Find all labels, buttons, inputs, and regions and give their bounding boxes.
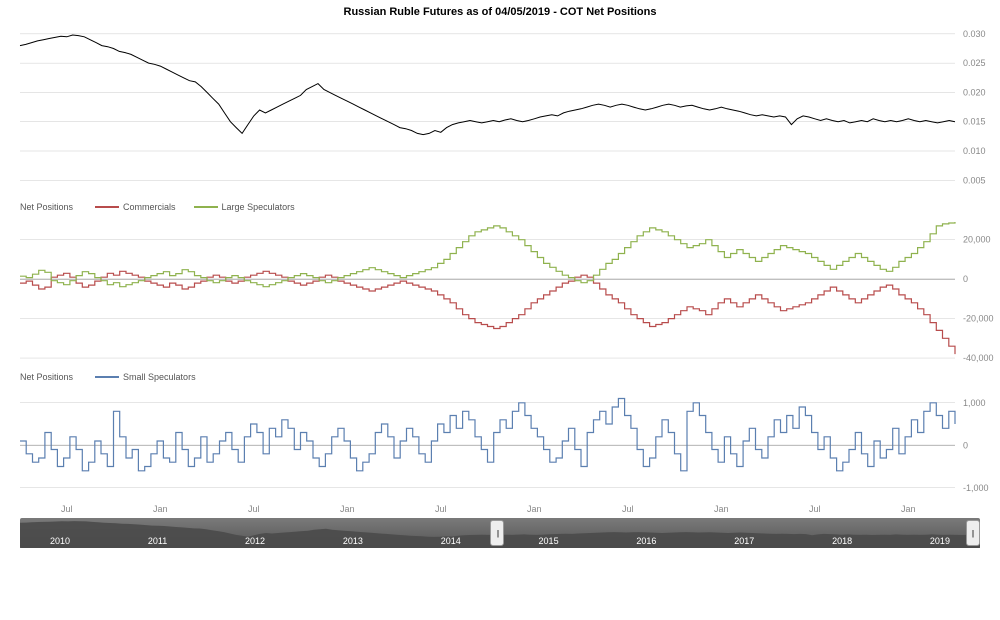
svg-text:Jan: Jan [340,504,355,514]
svg-text:1,000: 1,000 [963,398,986,408]
price-panel: 0.005 0.010 0.015 0.020 0.025 0.030 [0,20,1000,200]
legend-commercials[interactable]: Commercials [95,202,176,212]
scrubber-handle-right[interactable] [966,520,980,546]
net-positions-panel-2: Net Positions Small Speculators -1,000 0 1… [0,370,1000,500]
time-scrubber[interactable]: 2010201120122013201420152016201720182019 [20,518,980,548]
legend-1-title: Net Positions [20,202,73,212]
x-axis-labels: Jul Jan Jul Jan Jul Jan Jul Jan Jul Jan [0,500,1000,518]
large-spec-swatch [194,206,218,208]
legend-small-spec[interactable]: Small Speculators [95,372,196,382]
svg-text:0.005: 0.005 [963,175,986,185]
legend-2: Net Positions Small Speculators [20,372,196,382]
svg-text:Jul: Jul [435,504,447,514]
commercials-swatch [95,206,119,208]
svg-text:Jan: Jan [714,504,729,514]
price-chart: 0.005 0.010 0.015 0.020 0.025 0.030 [0,20,1000,200]
svg-text:0.010: 0.010 [963,146,986,156]
scrubber-handle-left[interactable] [490,520,504,546]
net-positions-chart-2: -1,000 0 1,000 [0,370,1000,500]
net-positions-chart-1: -40,000 -20,000 0 20,000 [0,200,1000,370]
svg-text:0.015: 0.015 [963,117,986,127]
svg-text:20,000: 20,000 [963,235,991,245]
x-axis: Jul Jan Jul Jan Jul Jan Jul Jan Jul Jan [0,500,1000,518]
svg-text:0.020: 0.020 [963,87,986,97]
svg-text:0.030: 0.030 [963,29,986,39]
legend-large-spec[interactable]: Large Speculators [194,202,295,212]
svg-text:Jul: Jul [61,504,73,514]
svg-text:0: 0 [963,274,968,284]
svg-text:Jan: Jan [901,504,916,514]
svg-text:Jul: Jul [622,504,634,514]
svg-text:0: 0 [963,440,968,450]
legend-1: Net Positions Commercials Large Speculat… [20,202,295,212]
svg-text:Jul: Jul [248,504,260,514]
svg-text:-40,000: -40,000 [963,353,994,363]
svg-text:0.025: 0.025 [963,58,986,68]
commercials-label: Commercials [123,202,176,212]
small-spec-swatch [95,376,119,378]
large-spec-label: Large Speculators [222,202,295,212]
legend-2-title: Net Positions [20,372,73,382]
svg-text:Jan: Jan [153,504,168,514]
svg-text:Jul: Jul [809,504,821,514]
svg-text:-20,000: -20,000 [963,314,994,324]
chart-title: Russian Ruble Futures as of 04/05/2019 -… [0,0,1000,20]
net-positions-panel-1: Net Positions Commercials Large Speculat… [0,200,1000,370]
svg-text:-1,000: -1,000 [963,483,989,493]
small-spec-label: Small Speculators [123,372,196,382]
svg-text:Jan: Jan [527,504,542,514]
